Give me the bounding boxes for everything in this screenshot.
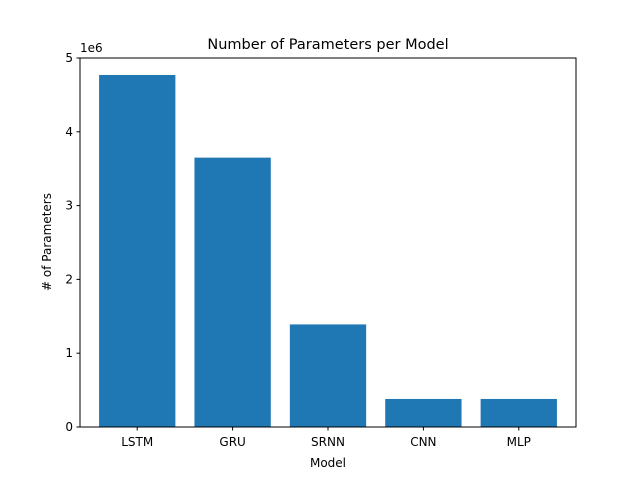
x-tick-label-srnn: SRNN [311,435,345,449]
x-axis-label: Model [310,456,346,470]
chart-title: Number of Parameters per Model [207,37,448,53]
bar-mlp [480,398,557,427]
y-tick-label: 3 [65,199,73,213]
x-tick-label-gru: GRU [219,435,245,449]
y-tick-label: 1 [65,346,73,360]
bar-cnn [385,398,462,427]
bar-gru [194,157,271,427]
x-axis-ticks: LSTM GRU SRNN CNN MLP [121,427,531,449]
bars-group [99,74,557,427]
y-tick-label: 5 [65,51,73,65]
x-tick-label-mlp: MLP [507,435,531,449]
x-tick-label-lstm: LSTM [121,435,153,449]
x-tick-label-cnn: CNN [410,435,436,449]
y-tick-label: 0 [65,420,73,434]
bar-srnn [289,324,367,427]
y-tick-label: 4 [65,125,73,139]
y-axis-label: # of Parameters [40,193,54,291]
y-tick-label: 2 [65,272,73,286]
y-axis-offset-label: 1e6 [80,41,103,55]
y-axis-ticks: 0 1 2 3 4 5 [65,51,80,434]
bar-lstm [99,74,176,427]
